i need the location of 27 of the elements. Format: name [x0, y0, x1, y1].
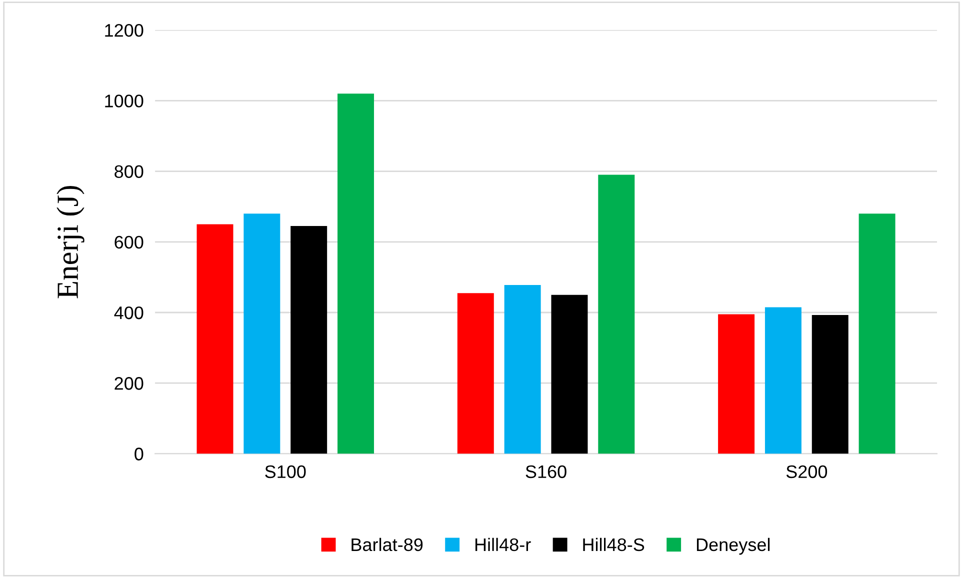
x-tick-label: S160 [526, 465, 566, 478]
bar [244, 214, 280, 454]
x-tick-label: S200 [786, 465, 828, 478]
x-tick-label: S100 [265, 465, 306, 478]
y-tick-label: 1200 [105, 24, 144, 37]
legend-label: Barlat-89 [352, 538, 423, 552]
bar [338, 94, 374, 454]
bar [196, 224, 234, 454]
y-tick-label: 600 [114, 236, 144, 249]
bar [504, 284, 541, 454]
bar [812, 314, 848, 454]
legend-label: Hill48-S [583, 538, 644, 552]
bar [598, 174, 635, 454]
bar [457, 293, 494, 454]
bar [718, 314, 755, 454]
y-tick-label: 400 [114, 306, 144, 320]
bar [858, 214, 896, 454]
bar [290, 226, 328, 454]
legend-label: Deneysel [696, 538, 770, 555]
y-tick-label: 200 [114, 377, 144, 390]
y-tick-label: 800 [114, 165, 144, 178]
y-tick-label: 1000 [105, 94, 144, 108]
y-tick-label: 0 [134, 448, 144, 460]
bar [551, 294, 588, 454]
bar [764, 307, 802, 454]
legend-label: Hill48-r [475, 538, 531, 552]
y-axis-title: Enerji (J) [56, 186, 84, 298]
